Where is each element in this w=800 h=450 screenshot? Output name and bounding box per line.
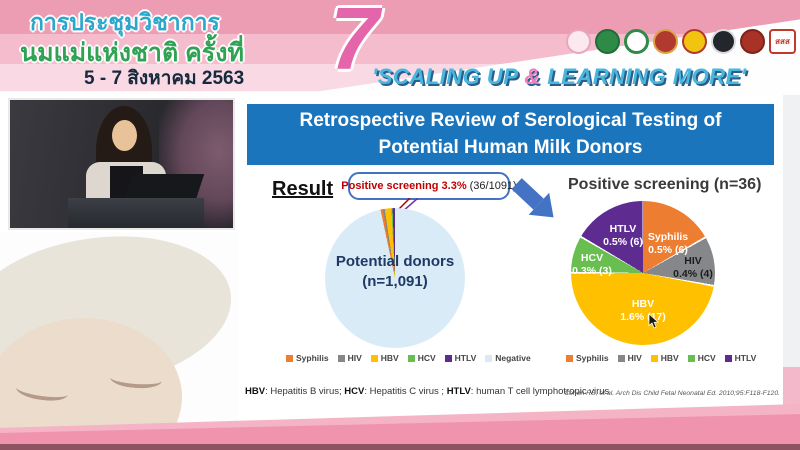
slide-title-line2: Potential Human Milk Donors — [378, 136, 643, 158]
reference-citation: Cohen RS, et al. Arch Dis Child Fetal Ne… — [564, 390, 780, 397]
slogan-ampersand: & — [524, 64, 541, 89]
presentation-slide: Retrospective Review of Serological Test… — [238, 100, 783, 412]
slice-label-syphilis: Syphilis 0.5% (6) — [648, 231, 688, 257]
header-band-dark — [0, 0, 800, 34]
edition-number: 7 — [330, 0, 379, 88]
swatch-syphilis — [566, 354, 573, 362]
royal-emblem-logo-icon — [653, 29, 678, 54]
callout-detail: (36/1091) — [469, 180, 517, 192]
swatch-hiv — [617, 354, 625, 362]
conference-title-thai: การประชุมวิชาการ — [30, 9, 220, 35]
slide-title-line1: Retrospective Review of Serological Test… — [299, 109, 722, 131]
swatch-hcv — [687, 354, 695, 362]
legend-label: HIV — [627, 353, 642, 363]
abbr-htlv: HTLV — [446, 386, 471, 397]
department-of-health-logo-icon — [595, 29, 620, 54]
legend-label: HTLV — [454, 353, 477, 363]
conference-header: การประชุมวิชาการ นมแม่แห่งชาติ ครั้งที่ … — [0, 0, 800, 97]
thai-breastfeeding-foundation-logo-icon — [566, 29, 591, 54]
legend-item: HTLV — [724, 353, 757, 363]
slogan-open: 'SCALING UP — [372, 64, 525, 89]
swatch-hcv — [407, 354, 415, 362]
callout-highlight: Positive screening 3.3% — [341, 180, 467, 192]
conference-dates: 5 - 7 สิงหาคม 2563 — [84, 68, 245, 89]
legend-label: Syphilis — [576, 353, 609, 363]
footer-band-dark-strip — [0, 444, 800, 450]
background-baby-photo — [0, 232, 238, 434]
legend-item: HIV — [337, 353, 362, 363]
legend-right-pie: Syphilis HIV HBV HCV HTLV — [566, 353, 756, 363]
legend-item: HIV — [617, 353, 642, 363]
slice-label-hcv: HCV 0.3% (3) — [572, 252, 612, 278]
abbreviation-footnote: HBV: Hepatitis B virus; HCV: Hepatitis C… — [245, 386, 609, 397]
slice-name: HCV — [580, 251, 604, 264]
ministry-of-public-health-logo-icon — [624, 29, 649, 54]
slice-name: HTLV — [609, 222, 637, 235]
def-hcv: : Hepatitis C virus ; — [364, 386, 447, 397]
legend-label: HBV — [380, 353, 399, 363]
presenter-video — [8, 98, 235, 230]
abbr-hbv: HBV — [245, 386, 266, 397]
swatch-hbv — [370, 354, 378, 362]
swatch-negative — [485, 354, 493, 362]
pie-chart-potential-donors — [325, 208, 465, 348]
pie-left-label-line1: Potential donors — [335, 253, 455, 270]
legend-label: Negative — [495, 353, 531, 363]
legend-label: HIV — [347, 353, 362, 363]
legend-item: HCV — [407, 353, 436, 363]
legend-label: HBV — [660, 353, 679, 363]
sponsor-logo-row: สสส — [566, 29, 796, 54]
slice-value: 0.5% (6) — [648, 244, 688, 256]
slice-value: 0.4% (4) — [673, 268, 713, 280]
swatch-hbv — [650, 354, 658, 362]
slice-label-htlv: HTLV 0.5% (6) — [603, 223, 643, 249]
legend-item: Syphilis — [286, 353, 329, 363]
swatch-htlv — [724, 354, 732, 362]
result-label: Result — [272, 178, 334, 200]
legend-item: Syphilis — [566, 353, 609, 363]
laptop — [123, 174, 205, 200]
pediatric-society-logo-icon — [711, 29, 736, 54]
slice-name: Syphilis — [647, 230, 689, 243]
slice-name: HIV — [684, 254, 702, 267]
swatch-htlv — [444, 354, 452, 362]
pie-left-center-label: Potential donors (n=1,091) — [325, 252, 465, 291]
swatch-syphilis — [286, 354, 293, 362]
def-hbv: : Hepatitis B virus; — [265, 386, 345, 397]
legend-item: HTLV — [444, 353, 477, 363]
legend-item: HBV — [650, 353, 679, 363]
screen-edge-strip — [783, 95, 800, 367]
legend-item: HCV — [687, 353, 716, 363]
conference-slogan: 'SCALING UP & LEARNING MORE' — [372, 64, 746, 90]
def-htlv: : human T cell lymphotropic virus — [470, 386, 610, 397]
legend-label: HCV — [417, 353, 436, 363]
legend-label: HCV — [697, 353, 716, 363]
pie-left-label-line2: (n=1,091) — [362, 272, 428, 290]
pie-chart-positive-screening: Syphilis 0.5% (6) HIV 0.4% (4) HBV 1.6% … — [571, 201, 715, 345]
legend-item: Negative — [485, 353, 531, 363]
footer-band — [0, 404, 800, 450]
presenter-face — [112, 120, 137, 151]
slice-label-hiv: HIV 0.4% (4) — [673, 255, 713, 281]
podium — [68, 198, 204, 228]
medical-council-logo-icon — [740, 29, 765, 54]
mouse-cursor-icon — [648, 314, 659, 329]
royal-college-logo-icon — [682, 29, 707, 54]
slice-value: 0.5% (6) — [603, 236, 643, 248]
legend-left-pie: Syphilis HIV HBV HCV HTLV Negative — [286, 353, 531, 363]
slide-title: Retrospective Review of Serological Test… — [247, 104, 774, 165]
slice-value: 0.3% (3) — [572, 265, 612, 277]
thai-health-promotion-logo-icon: สสส — [769, 29, 796, 54]
swatch-hiv — [337, 354, 345, 362]
conference-subtitle-thai: นมแม่แห่งชาติ ครั้งที่ — [20, 39, 244, 67]
legend-item: HBV — [370, 353, 399, 363]
positive-screening-callout: Positive screening 3.3% (36/1091) — [341, 172, 517, 200]
slogan-rest: LEARNING MORE' — [540, 64, 747, 89]
pie-right-title: Positive screening (n=36) — [568, 176, 762, 193]
legend-label: Syphilis — [296, 353, 329, 363]
slice-name: HBV — [631, 297, 655, 310]
abbr-hcv: HCV — [344, 386, 365, 397]
legend-label: HTLV — [734, 353, 757, 363]
